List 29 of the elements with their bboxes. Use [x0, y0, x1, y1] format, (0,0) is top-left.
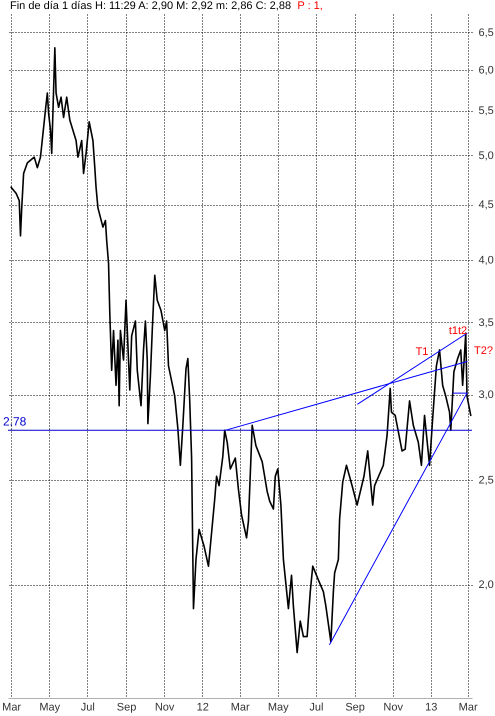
y-tick-label: 3,5 — [478, 316, 494, 329]
y-tick-label: 6,0 — [478, 64, 494, 76]
x-tick-label: Mar — [458, 702, 478, 714]
y-tick-label: 6,5 — [478, 26, 494, 39]
ref-line-label: 2.78 — [3, 414, 27, 428]
chart-subtitle: P : 1, — [297, 0, 323, 12]
x-tick-label: Jul — [80, 702, 95, 714]
x-tick-label: 12 — [196, 702, 209, 714]
y-tick-label: 4,0 — [478, 254, 494, 266]
y-tick-label: 2,0 — [478, 579, 494, 592]
y-tick-label: 3,0 — [478, 389, 494, 402]
annotation: t1t2 — [448, 325, 468, 337]
y-tick-label: 5,5 — [478, 105, 494, 118]
x-tick-label: 13 — [425, 702, 438, 714]
y-tick-label: 2,5 — [478, 474, 494, 487]
x-tick-label: Nov — [383, 702, 404, 714]
x-tick-label: Jul — [309, 702, 324, 714]
x-tick-label: Sep — [116, 702, 136, 714]
x-tick-label: May — [39, 702, 61, 714]
x-tick-label: May — [268, 702, 290, 714]
x-tick-label: Mar — [2, 702, 22, 714]
y-tick-label: 5,0 — [478, 150, 494, 162]
y-tick-label: 4,5 — [478, 199, 494, 212]
annotation: T1 — [416, 346, 428, 358]
chart-title: Fin de día 1 días H: 11:29 A: 2,90 M: 2,92 m: 2,86 C: 2,88 — [10, 0, 292, 12]
x-tick-label: Mar — [230, 702, 250, 714]
text: T2? — [474, 345, 493, 357]
x-tick-label: Sep — [345, 702, 365, 714]
x-tick-label: Nov — [154, 702, 175, 714]
